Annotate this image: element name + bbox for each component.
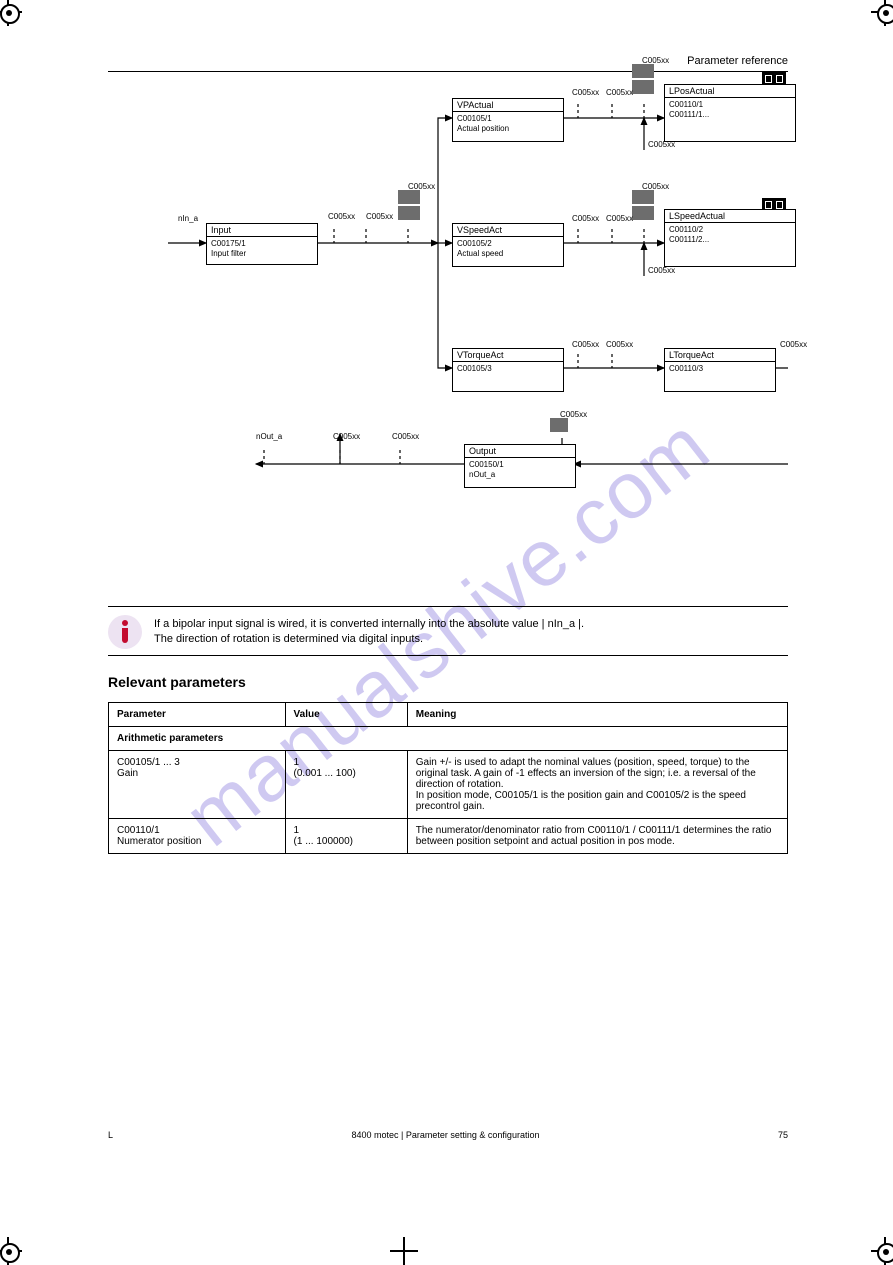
cell-v: 1 (0.001 ... 100) — [285, 751, 407, 819]
table-row: C00110/1 Numerator position1 (1 ... 1000… — [109, 819, 788, 854]
footer-right: 75 — [778, 1130, 788, 1140]
label-14: C005xx — [333, 432, 360, 441]
label-9: C005xx — [642, 182, 669, 191]
block-lpa: LPosActualC00110/1 C00111/1... — [664, 84, 796, 142]
cell-m: Gain +/- is used to adapt the nominal va… — [407, 751, 787, 819]
block-lta: LTorqueActC00110/3 — [664, 348, 776, 392]
label-2: C005xx — [366, 212, 393, 221]
crop-mark-br — [871, 1237, 893, 1265]
label-3: C005xx — [408, 182, 435, 191]
badge-0 — [762, 72, 786, 84]
footer-center: 8400 motec | Parameter setting & configu… — [352, 1130, 540, 1140]
cell-p: C00105/1 ... 3 Gain — [109, 751, 286, 819]
label-8: C005xx — [606, 214, 633, 223]
label-18: C005xx — [648, 266, 675, 275]
label-0: nIn_a — [178, 214, 198, 223]
grey-pill-3 — [632, 80, 654, 94]
label-7: C005xx — [572, 214, 599, 223]
label-17: C005xx — [648, 140, 675, 149]
label-15: C005xx — [392, 432, 419, 441]
grey-pill-5 — [632, 206, 654, 220]
col-value: Value — [285, 703, 407, 727]
block-inflt: InputC00175/1 Input filter — [206, 223, 318, 265]
page-content: Parameter reference InputC00175/1 Input … — [108, 55, 788, 854]
block-out: OutputC00150/1 nOut_a — [464, 444, 576, 488]
table-row: C00105/1 ... 3 Gain1 (0.001 ... 100)Gain… — [109, 751, 788, 819]
label-16: C005xx — [560, 410, 587, 419]
grey-pill-1 — [398, 206, 420, 220]
label-12: C005xx — [780, 340, 807, 349]
info-icon — [108, 615, 142, 649]
info-rule-bottom — [108, 655, 788, 656]
grey-pill-0 — [398, 190, 420, 204]
label-4: C005xx — [572, 88, 599, 97]
label-6: C005xx — [642, 56, 669, 65]
grey-pill-6 — [550, 418, 568, 432]
header-rule — [108, 71, 788, 72]
table-group-row: Arithmetic parameters — [109, 727, 788, 751]
grey-pill-2 — [632, 64, 654, 78]
params-heading: Relevant parameters — [108, 674, 788, 690]
cell-v: 1 (1 ... 100000) — [285, 819, 407, 854]
block-lsa: LSpeedActualC00110/2 C00111/2... — [664, 209, 796, 267]
crop-mark-tl — [0, 0, 22, 26]
crop-mark-bl — [0, 1237, 22, 1265]
cell-p: C00110/1 Numerator position — [109, 819, 286, 854]
crop-mark-bottom-center — [390, 1237, 418, 1265]
page-header: Parameter reference — [108, 55, 788, 67]
cell-m: The numerator/denominator ratio from C00… — [407, 819, 787, 854]
block-vta: VTorqueActC00105/3 — [452, 348, 564, 392]
footer-left: L — [108, 1130, 113, 1140]
block-vsa: VSpeedActC00105/2 Actual speed — [452, 223, 564, 267]
label-11: C005xx — [606, 340, 633, 349]
label-10: C005xx — [572, 340, 599, 349]
col-parameter: Parameter — [109, 703, 286, 727]
badge-1 — [762, 198, 786, 210]
params-table: Parameter Value Meaning Arithmetic param… — [108, 702, 788, 854]
label-1: C005xx — [328, 212, 355, 221]
block-vpa: VPActualC00105/1 Actual position — [452, 98, 564, 142]
page-footer: L 8400 motec | Parameter setting & confi… — [108, 1130, 788, 1140]
crop-mark-tr — [871, 0, 893, 26]
params-header-row: Parameter Value Meaning — [109, 703, 788, 727]
label-13: nOut_a — [256, 432, 282, 441]
grey-pill-4 — [632, 190, 654, 204]
label-5: C005xx — [606, 88, 633, 97]
block-diagram: InputC00175/1 Input filter VPActualC00105… — [108, 86, 788, 606]
col-meaning: Meaning — [407, 703, 787, 727]
